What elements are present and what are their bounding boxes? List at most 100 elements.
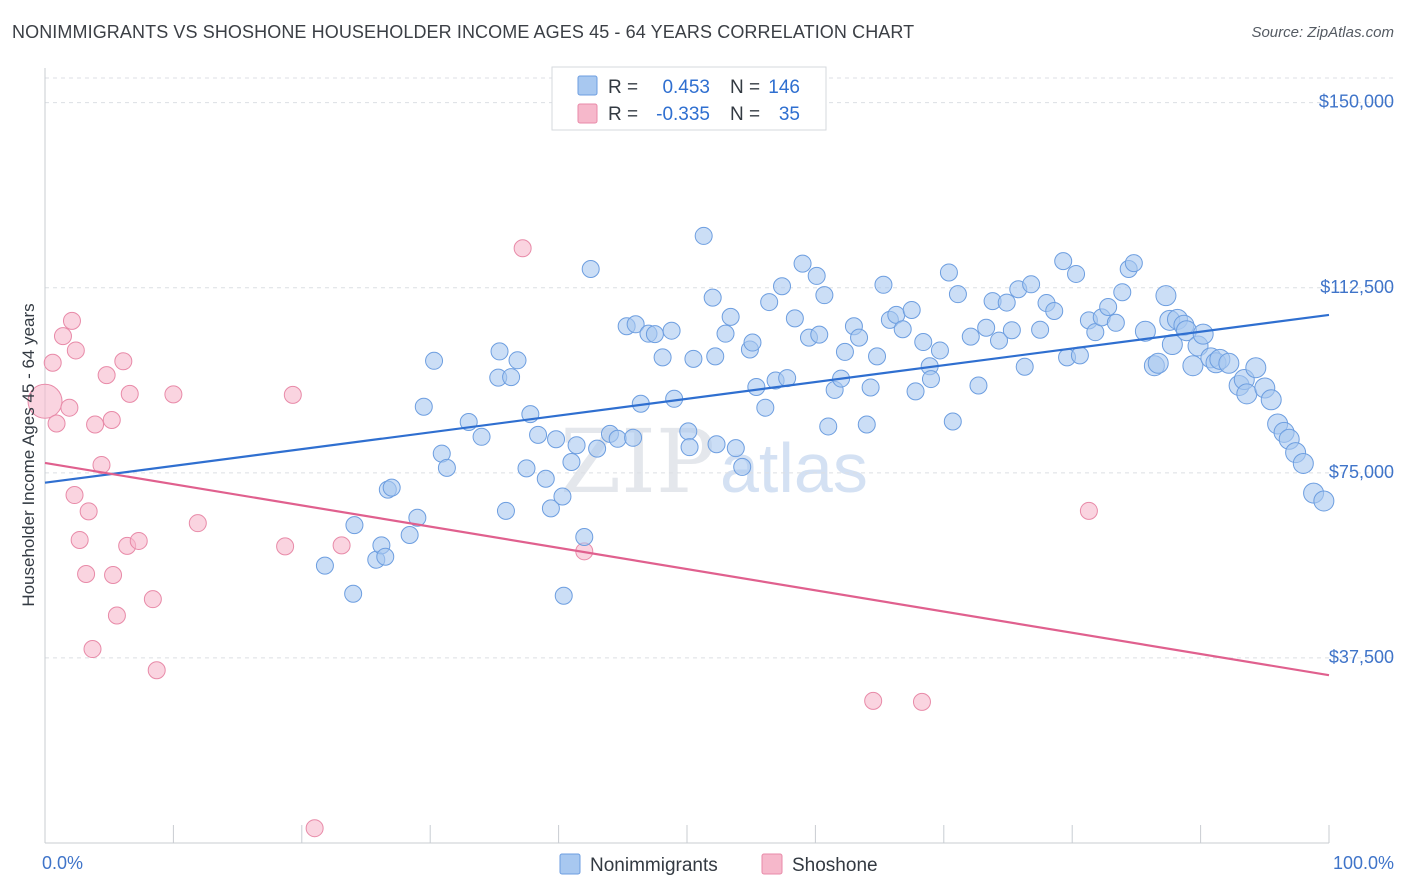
- nonimmigrants-point: [1292, 452, 1314, 474]
- shoshone-point: [513, 239, 532, 258]
- legend-swatch-shoshone: [577, 103, 598, 124]
- nonimmigrants-point: [517, 459, 536, 478]
- nonimmigrants-point: [793, 254, 812, 273]
- shoshone-point: [864, 691, 883, 710]
- nonimmigrants-point: [868, 347, 887, 366]
- y-axis-label: Householder Income Ages 45 - 64 years: [19, 303, 38, 606]
- nonimmigrants-point: [997, 293, 1016, 312]
- nonimmigrants-point: [990, 331, 1009, 350]
- nonimmigrants-point: [1045, 301, 1064, 320]
- nonimmigrants-point: [906, 382, 925, 401]
- nonimmigrants-point: [706, 347, 725, 366]
- nonimmigrants-point: [680, 438, 699, 457]
- nonimmigrants-point: [626, 315, 645, 334]
- shoshone-point: [104, 566, 123, 585]
- nonimmigrants-point: [1113, 283, 1132, 302]
- shoshone-point: [77, 565, 96, 584]
- shoshone-point: [27, 383, 63, 419]
- nonimmigrants-point: [588, 439, 607, 458]
- nonimmigrants-point: [914, 333, 933, 352]
- shoshone-point: [66, 341, 85, 360]
- shoshone-point: [62, 311, 81, 330]
- nonimmigrants-point: [1192, 323, 1214, 345]
- nonimmigrants-point: [930, 341, 949, 360]
- nonimmigrants-point: [541, 499, 560, 518]
- nonimmigrants-point: [547, 430, 566, 449]
- nonimmigrants-point: [756, 398, 775, 417]
- nonimmigrants-point: [850, 328, 869, 347]
- nonimmigrants-point: [1134, 320, 1156, 342]
- nonimmigrants-point: [948, 285, 967, 304]
- legend-r-label: R =: [608, 77, 638, 98]
- bottom-legend-swatch-nonimmigrants: [559, 853, 581, 875]
- nonimmigrants-point: [1002, 321, 1021, 340]
- nonimmigrants-point: [810, 325, 829, 344]
- nonimmigrants-point: [921, 370, 940, 389]
- nonimmigrants-point: [773, 277, 792, 296]
- nonimmigrants-point: [1147, 352, 1169, 374]
- nonimmigrants-point: [1124, 254, 1143, 273]
- source-label: Source: ZipAtlas.com: [1251, 24, 1394, 41]
- nonimmigrants-point: [943, 412, 962, 431]
- nonimmigrants-point: [1015, 357, 1034, 376]
- nonimmigrants-point: [684, 349, 703, 368]
- nonimmigrants-point: [645, 325, 664, 344]
- nonimmigrants-point: [893, 320, 912, 339]
- shoshone-point: [912, 692, 931, 711]
- nonimmigrants-trend-line: [44, 313, 1330, 484]
- nonimmigrants-point: [819, 417, 838, 436]
- nonimmigrants-point: [835, 342, 854, 361]
- shoshone-point: [147, 661, 166, 680]
- shoshone-point: [107, 606, 126, 625]
- legend-swatch-nonimmigrants: [577, 75, 598, 96]
- bottom-legend-swatch-shoshone: [761, 853, 783, 875]
- nonimmigrants-point: [376, 547, 395, 566]
- shoshone-point: [332, 536, 351, 555]
- y-tick-label: $150,000: [1319, 92, 1394, 112]
- shoshone-point: [188, 514, 207, 533]
- x-tick-label-max: 100.0%: [1333, 853, 1394, 873]
- nonimmigrants-point: [1067, 264, 1086, 283]
- shoshone-point: [43, 353, 62, 372]
- nonimmigrants-point: [1070, 346, 1089, 365]
- nonimmigrants-point: [726, 439, 745, 458]
- axes: [44, 68, 1330, 844]
- legend-n-label: N =: [730, 77, 760, 98]
- nonimmigrants-point: [1236, 383, 1258, 405]
- nonimmigrants-point: [408, 508, 427, 527]
- bottom-legend-label-nonimmigrants: Nonimmigrants: [590, 855, 718, 876]
- legend-n-value: 35: [779, 104, 800, 125]
- nonimmigrants-point: [807, 266, 826, 285]
- nonimmigrants-point: [815, 286, 834, 305]
- nonimmigrants-point: [315, 556, 334, 575]
- nonimmigrants-point: [1313, 490, 1335, 512]
- nonimmigrants-point: [977, 318, 996, 337]
- y-tick-labels: $37,500 $75,000 $112,500 $150,000: [1319, 92, 1394, 667]
- nonimmigrants-point: [1022, 275, 1041, 294]
- y-tick-label: $37,500: [1329, 647, 1394, 667]
- bottom-legend-label-shoshone: Shoshone: [792, 855, 878, 876]
- nonimmigrants-point: [653, 348, 672, 367]
- nonimmigrants-point: [575, 528, 594, 546]
- nonimmigrants-point: [760, 293, 779, 312]
- x-tick-label-min: 0.0%: [42, 853, 83, 873]
- nonimmigrants-point: [1218, 352, 1240, 374]
- nonimmigrants-point: [562, 452, 581, 471]
- nonimmigrants-points: [315, 226, 1335, 605]
- shoshone-point: [120, 384, 139, 403]
- nonimmigrants-point: [437, 458, 456, 477]
- shoshone-point: [65, 486, 84, 505]
- nonimmigrants-point: [567, 436, 586, 455]
- nonimmigrants-point: [382, 478, 401, 497]
- legend-n-label: N =: [730, 104, 760, 125]
- nonimmigrants-point: [703, 288, 722, 307]
- nonimmigrants-point: [721, 307, 740, 326]
- shoshone-point: [86, 415, 105, 434]
- nonimmigrants-point: [743, 333, 762, 352]
- nonimmigrants-point: [662, 321, 681, 340]
- nonimmigrants-point: [716, 324, 735, 343]
- nonimmigrants-point: [536, 469, 555, 488]
- nonimmigrants-point: [857, 415, 876, 434]
- nonimmigrants-point: [1054, 252, 1073, 271]
- nonimmigrants-point: [496, 501, 515, 520]
